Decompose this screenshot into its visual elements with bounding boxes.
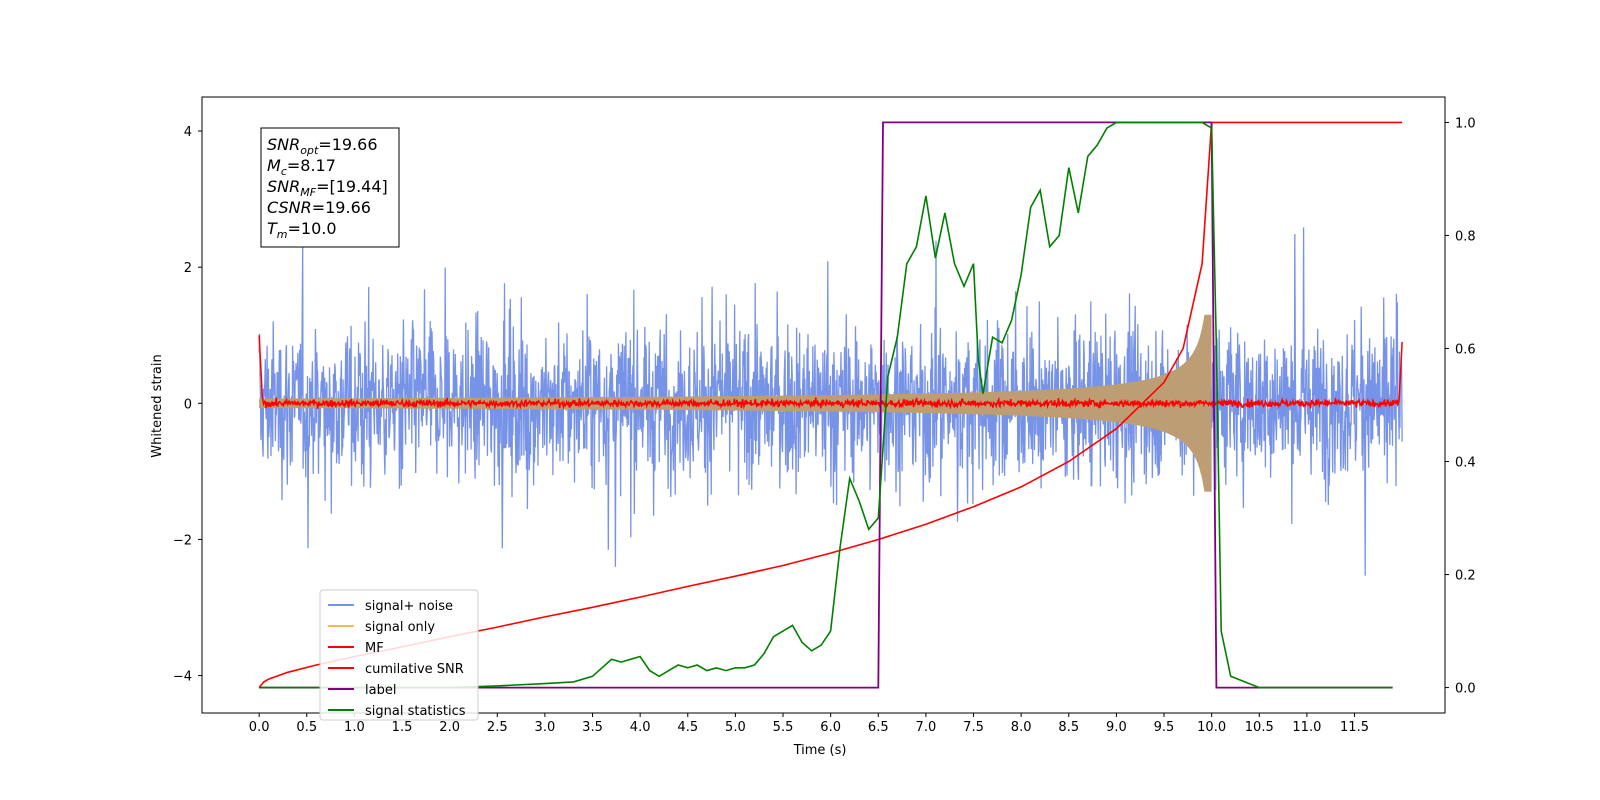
legend-label: label — [365, 683, 396, 698]
x-tick-label: 6.5 — [868, 720, 889, 735]
x-tick-label: 9.5 — [1154, 720, 1175, 735]
legend-label: signal+ noise — [365, 599, 453, 614]
x-tick-label: 2.0 — [439, 720, 460, 735]
x-tick-label: 6.0 — [820, 720, 841, 735]
series-mf — [258, 335, 1403, 410]
y-right-tick-label: 0.2 — [1455, 569, 1476, 584]
x-tick-label: 3.0 — [535, 720, 556, 735]
legend-item: signal only — [328, 620, 435, 635]
annotation-line: SNRMF=[19.44] — [267, 177, 388, 199]
x-tick-label: 4.0 — [630, 720, 651, 735]
x-tick-label: 11.0 — [1292, 720, 1321, 735]
plot-frame — [201, 96, 1446, 714]
annotation-line: CSNR=19.66 — [267, 198, 371, 217]
y-right-tick-label: 0.0 — [1455, 682, 1476, 697]
legend-label: MF — [365, 641, 384, 656]
x-tick-label: 10.0 — [1197, 720, 1226, 735]
x-tick-label: 9.0 — [1106, 720, 1127, 735]
legend: signal+ noise signal only MF cumilative SNR… — [319, 589, 479, 721]
y-right-tick-label: 0.6 — [1455, 342, 1476, 357]
x-tick-label: 7.0 — [916, 720, 937, 735]
legend-item: cumilative SNR — [328, 662, 464, 677]
y-right-tick-label: 1.0 — [1455, 116, 1476, 131]
x-tick-label: 5.5 — [773, 720, 794, 735]
legend-item: label — [328, 683, 396, 698]
x-tick-label: 11.5 — [1340, 720, 1369, 735]
legend-item: signal statistics — [328, 704, 466, 719]
y-axis-right: 0.0 0.2 0.4 0.6 0.8 1.0 — [1445, 116, 1476, 697]
annotation-line: SNRopt=19.66 — [267, 135, 378, 157]
legend-label: signal only — [365, 620, 435, 635]
x-axis-label: Time (s) — [793, 743, 847, 758]
x-tick-label: 0.5 — [296, 720, 317, 735]
x-tick-label: 1.0 — [344, 720, 365, 735]
y-left-tick-label: 4 — [184, 125, 192, 140]
annotation-box: SNRopt=19.66 Mc=8.17 SNRMF=[19.44] CSNR=19.… — [260, 127, 400, 248]
x-tick-label: 7.5 — [963, 720, 984, 735]
x-tick-label: 8.0 — [1011, 720, 1032, 735]
y-right-tick-label: 0.8 — [1455, 229, 1476, 244]
annotation-line: Mc=8.17 — [267, 156, 336, 178]
y-left-tick-label: −2 — [173, 533, 192, 548]
y-left-tick-label: 0 — [184, 397, 192, 412]
x-tick-label: 4.5 — [677, 720, 698, 735]
legend-item: MF — [328, 641, 384, 656]
y-left-tick-label: −4 — [173, 670, 192, 685]
y-left-tick-label: 2 — [184, 261, 192, 276]
series-signal-noise — [258, 227, 1403, 576]
x-tick-label: 2.5 — [487, 720, 508, 735]
y-right-tick-label: 0.4 — [1455, 456, 1476, 471]
x-tick-label: 1.5 — [392, 720, 413, 735]
y-axis-label: Whitened strain — [150, 354, 165, 457]
x-tick-label: 10.5 — [1245, 720, 1274, 735]
legend-label: signal statistics — [365, 704, 466, 719]
x-tick-label: 5.0 — [725, 720, 746, 735]
series-signal-statistics — [259, 121, 1393, 689]
x-tick-label: 3.5 — [582, 720, 603, 735]
y-axis-left: −4 −2 0 2 4 — [173, 125, 202, 685]
legend-label: cumilative SNR — [365, 662, 464, 677]
x-tick-label: 0.0 — [249, 720, 270, 735]
x-axis: 0.0 0.5 1.0 1.5 2.0 2.5 3.0 3.5 4.0 4.5 5.0 5.5 6.0 6… — [249, 713, 1369, 735]
x-tick-label: 8.5 — [1058, 720, 1079, 735]
legend-item: signal+ noise — [328, 599, 453, 614]
annotation-line: Tm=10.0 — [267, 219, 337, 241]
